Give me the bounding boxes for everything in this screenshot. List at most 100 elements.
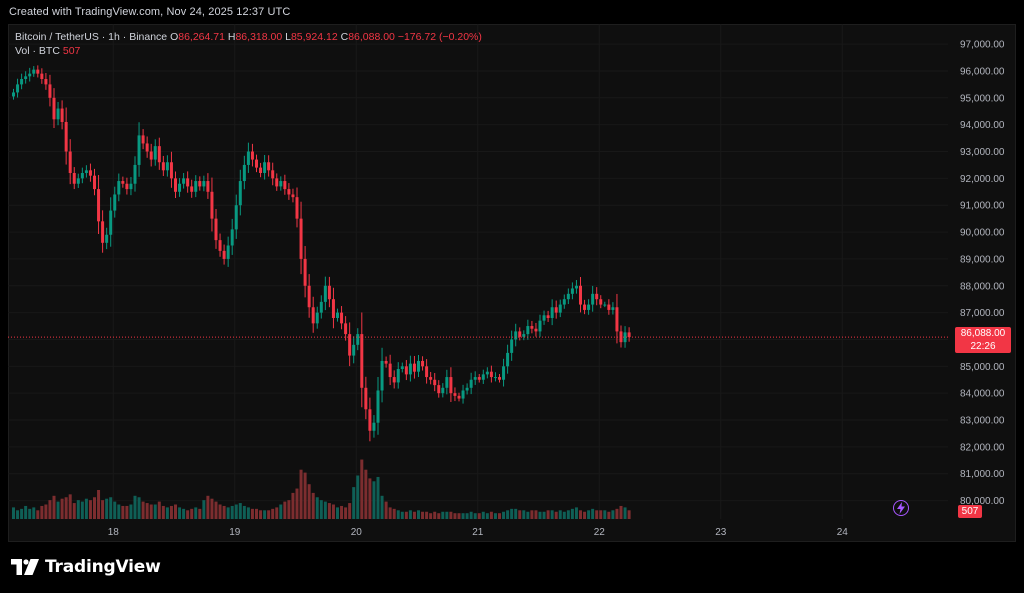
candle-body	[441, 387, 445, 394]
candle-body	[109, 210, 113, 235]
candle-body	[210, 191, 214, 219]
volume-bar	[445, 511, 449, 519]
candle-body	[198, 181, 202, 187]
volume-bar	[380, 495, 384, 519]
volume-bar	[263, 510, 267, 519]
legend-volume-row: Vol · BTC 507	[15, 44, 482, 58]
volume-bar	[291, 492, 295, 519]
volume-bar	[169, 505, 173, 519]
candle-body	[36, 69, 40, 74]
volume-bar	[481, 511, 485, 519]
price-tick-label: 90,000.00	[960, 228, 1005, 239]
candle-body	[68, 151, 72, 173]
volume-bar	[542, 511, 546, 519]
candle-body	[263, 162, 267, 173]
volume-bar	[101, 500, 105, 519]
created-with-text: Created with TradingView.com, Nov 24, 20…	[9, 6, 291, 18]
candle-body	[550, 307, 554, 318]
candle-body	[607, 304, 611, 310]
price-tick-label: 92,000.00	[960, 174, 1005, 185]
volume-bar	[202, 500, 206, 519]
candle-body	[60, 108, 64, 122]
candle-body	[599, 299, 603, 305]
candle-body	[88, 170, 92, 176]
candle-body	[169, 162, 173, 179]
volume-bar	[141, 501, 145, 519]
legend-open-label: O	[170, 31, 179, 43]
volume-bar	[149, 504, 153, 519]
candle-body	[117, 181, 121, 195]
price-tick-label: 84,000.00	[960, 389, 1005, 400]
time-tick-label: 18	[108, 527, 120, 538]
candle-body	[149, 151, 153, 160]
lightning-icon[interactable]	[893, 500, 909, 516]
candle-body	[404, 366, 408, 375]
volume-bar	[214, 501, 218, 519]
volume-bar	[498, 513, 501, 519]
candle-body	[562, 299, 566, 305]
volume-bar	[311, 492, 315, 519]
candle-body	[48, 84, 52, 98]
volume-bar	[570, 508, 574, 519]
candle-body	[161, 162, 165, 171]
candle-body	[327, 285, 331, 300]
volume-bar	[80, 501, 84, 519]
candle-body	[44, 79, 48, 85]
candle-body	[64, 121, 68, 152]
time-tick-label: 24	[837, 527, 849, 538]
candle-body	[331, 299, 335, 318]
candle-body	[514, 331, 518, 340]
volume-bar	[303, 472, 307, 519]
volume-bar	[591, 508, 595, 519]
chart-frame[interactable]	[8, 24, 1016, 542]
candle-body	[583, 304, 587, 310]
volume-bar	[489, 511, 493, 519]
volume-bar	[368, 478, 372, 519]
volume-bar	[76, 500, 80, 519]
volume-bar	[97, 490, 101, 519]
volume-bar	[93, 497, 96, 519]
legend-high-label: H	[227, 31, 236, 43]
candle-body	[489, 371, 493, 378]
volume-bar	[28, 508, 32, 519]
candle-body	[461, 390, 465, 399]
legend-low-value: 85,924.12	[290, 31, 338, 43]
volume-bar	[109, 497, 113, 519]
candle-body	[429, 377, 433, 380]
last-price-value: 86,088.00	[960, 328, 1006, 339]
volume-bar	[129, 504, 133, 519]
candlestick-chart[interactable]: 97,000.00 96,000.00 95,000.00 94,000.00 93,0…	[8, 24, 1016, 542]
tradingview-brand[interactable]: TradingView	[11, 557, 161, 577]
candle-body	[627, 332, 631, 338]
volume-bar	[408, 510, 412, 519]
price-tick-label: 97,000.00	[960, 40, 1005, 51]
price-tick-label: 87,000.00	[960, 308, 1005, 319]
candle-body	[566, 293, 570, 300]
candle-body	[502, 366, 506, 380]
candle-body	[526, 326, 530, 335]
candle-body	[80, 172, 84, 179]
candle-body	[186, 178, 190, 187]
tradingview-logo-icon	[11, 559, 39, 575]
candle-body	[97, 189, 101, 222]
candle-body	[421, 360, 425, 367]
volume-bar	[526, 511, 530, 519]
candle-body	[372, 422, 376, 431]
volume-bar	[522, 510, 526, 519]
candle-body	[469, 379, 473, 388]
candle-body	[348, 334, 352, 356]
volume-bar	[88, 500, 92, 519]
candle-body	[202, 181, 206, 187]
volume-bar	[279, 504, 283, 519]
candle-body	[477, 377, 481, 380]
volume-bar	[538, 511, 542, 519]
candle-body	[522, 334, 526, 337]
candle-body	[412, 363, 416, 372]
price-axis: 97,000.00 96,000.00 95,000.00 94,000.00 93,0…	[960, 40, 1005, 507]
candle-body	[174, 178, 177, 192]
volume-bar	[546, 510, 550, 519]
legend-ohlc-row: Bitcoin / TetherUS · 1h · Binance O86,26…	[15, 30, 482, 44]
volume-bar	[234, 504, 238, 519]
candle-body	[113, 194, 117, 211]
legend-change: −176.72 (−0.20%)	[397, 31, 482, 43]
